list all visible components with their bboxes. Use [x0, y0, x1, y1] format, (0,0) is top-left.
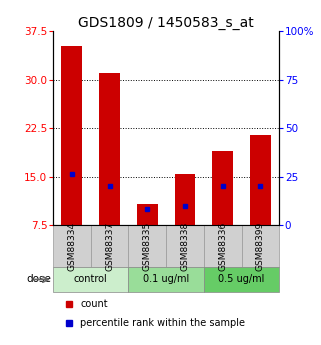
- Text: GSM88399: GSM88399: [256, 221, 265, 271]
- Text: GSM88336: GSM88336: [218, 221, 227, 271]
- Text: control: control: [74, 275, 108, 285]
- Text: GSM88337: GSM88337: [105, 221, 114, 271]
- Bar: [241, 225, 279, 267]
- Bar: [53, 225, 91, 267]
- Text: GSM88335: GSM88335: [143, 221, 152, 271]
- Bar: [204, 267, 279, 292]
- Bar: [128, 225, 166, 267]
- Text: GSM88338: GSM88338: [180, 221, 189, 271]
- Text: GSM88334: GSM88334: [67, 221, 76, 270]
- Text: 0.5 ug/ml: 0.5 ug/ml: [218, 275, 265, 285]
- Bar: [204, 225, 241, 267]
- Text: percentile rank within the sample: percentile rank within the sample: [80, 318, 245, 328]
- Bar: [175, 174, 195, 225]
- Bar: [212, 151, 233, 225]
- Text: dose: dose: [26, 275, 51, 285]
- Text: count: count: [80, 299, 108, 309]
- Title: GDS1809 / 1450583_s_at: GDS1809 / 1450583_s_at: [78, 16, 254, 30]
- Bar: [137, 204, 158, 225]
- Bar: [99, 72, 120, 225]
- Bar: [250, 135, 271, 225]
- Text: 0.1 ug/ml: 0.1 ug/ml: [143, 275, 189, 285]
- Bar: [166, 225, 204, 267]
- Bar: [53, 267, 128, 292]
- Bar: [91, 225, 128, 267]
- Bar: [61, 46, 82, 225]
- Bar: [128, 267, 204, 292]
